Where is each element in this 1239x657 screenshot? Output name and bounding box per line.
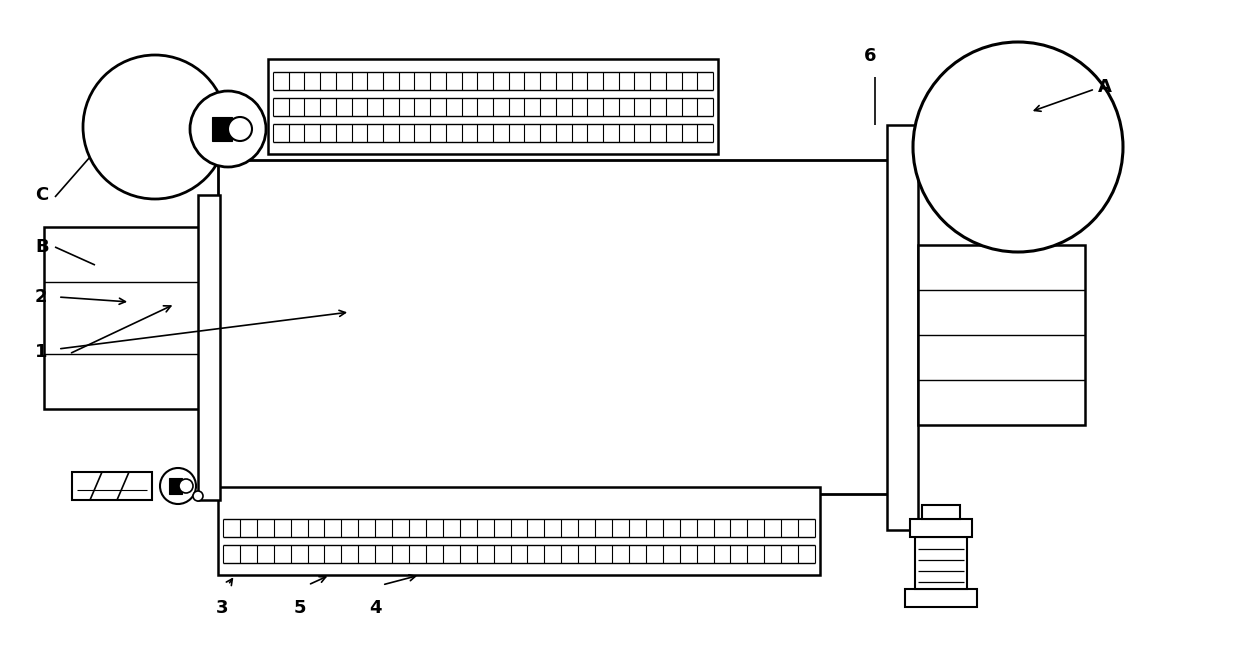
Bar: [218, 487, 820, 575]
Circle shape: [193, 491, 203, 501]
Bar: [218, 160, 888, 494]
Bar: [958, 77, 1075, 107]
Bar: [922, 505, 960, 519]
Bar: [950, 110, 1085, 145]
Bar: [918, 245, 1085, 425]
Bar: [93, 102, 209, 153]
Text: 6: 6: [864, 47, 876, 65]
Bar: [169, 478, 182, 494]
Circle shape: [228, 117, 252, 141]
Text: 1: 1: [35, 343, 47, 361]
Text: 2: 2: [35, 288, 47, 306]
Text: 4: 4: [369, 599, 382, 617]
Bar: [950, 154, 1085, 189]
Text: 3: 3: [216, 599, 228, 617]
Bar: [198, 195, 221, 500]
Circle shape: [83, 55, 227, 199]
Bar: [45, 227, 199, 409]
Bar: [904, 589, 978, 607]
Circle shape: [913, 42, 1123, 252]
Circle shape: [190, 91, 266, 167]
Bar: [72, 472, 152, 500]
Bar: [268, 59, 717, 154]
Bar: [887, 125, 918, 530]
Bar: [212, 117, 232, 141]
Circle shape: [178, 479, 193, 493]
Text: A: A: [1098, 78, 1111, 96]
Text: 5: 5: [294, 599, 306, 617]
Text: B: B: [35, 238, 48, 256]
Bar: [909, 519, 973, 537]
Circle shape: [160, 468, 196, 504]
Text: C: C: [35, 186, 48, 204]
Bar: [914, 537, 966, 589]
